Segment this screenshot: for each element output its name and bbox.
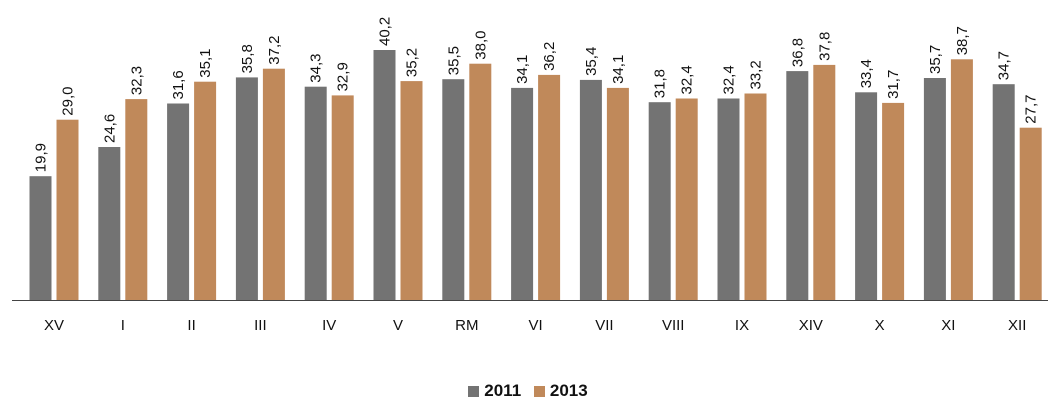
category-label-XI: XI (941, 317, 955, 334)
bar-2011-XIV (786, 71, 809, 300)
bar-2011-RM (442, 79, 465, 300)
value-label-2013-II: 35,1 (197, 48, 214, 77)
category-label-VII: VII (595, 317, 613, 334)
bar-2013-IV (331, 95, 354, 301)
bar-2013-XIV (813, 64, 836, 301)
value-label-2013-XI: 38,7 (954, 26, 971, 55)
value-label-2013-I: 32,3 (128, 66, 145, 95)
bar-2011-IX (717, 98, 740, 300)
bar-2013-VI (538, 74, 561, 301)
bar-2013-X (882, 102, 905, 301)
bar-2013-VII (606, 87, 629, 301)
category-label-V: V (393, 317, 403, 334)
category-label-II: II (187, 317, 195, 334)
value-label-2013-IX: 33,2 (748, 60, 765, 89)
value-label-2013-X: 31,7 (885, 70, 902, 99)
category-label-XIV: XIV (799, 317, 823, 334)
category-label-VIII: VIII (662, 317, 685, 334)
bar-2013-II (194, 81, 217, 300)
value-label-2011-V: 40,2 (377, 17, 394, 46)
legend-swatch-2013 (533, 385, 545, 397)
category-label-III: III (254, 317, 267, 334)
category-label-XV: XV (44, 317, 64, 334)
legend-swatch-2011 (468, 385, 480, 397)
legend-label-2013: 2013 (549, 381, 588, 400)
bar-2013-VIII (675, 98, 698, 300)
value-label-2011-I: 24,6 (101, 114, 118, 143)
value-label-2013-III: 37,2 (266, 35, 283, 64)
value-label-2011-RM: 35,5 (445, 46, 462, 75)
value-label-2011-IX: 32,4 (721, 65, 738, 94)
value-label-2013-RM: 38,0 (472, 30, 489, 59)
bar-2013-I (125, 99, 148, 300)
category-label-XII: XII (1008, 317, 1026, 334)
legend-item-2011: 2011 (468, 381, 521, 401)
value-label-2011-X: 33,4 (858, 59, 875, 88)
value-label-2013-XV: 29,0 (60, 86, 77, 115)
bar-2013-III (262, 68, 285, 300)
category-labels-group: XV I II III IV V RM VI VII VIII IX XIV X XI XII (44, 317, 1026, 334)
category-label-VI: VI (529, 317, 543, 334)
bar-2013-IX (744, 93, 767, 300)
category-label-I: I (121, 317, 125, 334)
value-label-2011-II: 31,6 (170, 70, 187, 99)
value-label-2011-VI: 34,1 (514, 55, 531, 84)
legend-item-2013: 2013 (533, 381, 588, 401)
value-label-2013-V: 35,2 (404, 48, 421, 77)
bar-2011-XII (992, 84, 1015, 300)
value-label-2011-VII: 35,4 (583, 47, 600, 76)
category-label-X: X (875, 317, 885, 334)
bar-2011-VIII (648, 102, 671, 300)
value-labels-group: 19,9 29,0 24,6 32,3 31,6 35,1 35,8 37,2 34,3 32,9… (33, 17, 1040, 172)
bar-2011-I (98, 147, 121, 300)
value-label-2013-XIV: 37,8 (816, 32, 833, 61)
value-label-2011-XV: 19,9 (33, 143, 50, 172)
bar-2011-VII (579, 79, 602, 301)
value-label-2011-XII: 34,7 (996, 51, 1013, 80)
legend: 2011 2013 (0, 381, 1056, 402)
bar-2011-III (235, 77, 258, 301)
value-label-2013-IV: 32,9 (335, 62, 352, 91)
bar-2011-II (167, 103, 190, 300)
value-label-2013-VIII: 32,4 (679, 65, 696, 94)
value-label-2011-VIII: 31,8 (652, 69, 669, 98)
bar-2011-V (373, 50, 396, 300)
bar-2013-XI (950, 59, 973, 300)
value-label-2011-IV: 34,3 (308, 53, 325, 82)
bar-2011-X (855, 92, 878, 300)
category-label-RM: RM (455, 317, 478, 334)
bar-2011-VI (511, 87, 534, 301)
bar-2013-XV (56, 119, 79, 300)
value-label-2013-VI: 36,2 (541, 42, 558, 71)
value-label-2013-XII: 27,7 (1023, 94, 1040, 123)
category-label-IV: IV (322, 317, 336, 334)
value-label-2013-VII: 34,1 (610, 55, 627, 84)
bar-chart: 19,9 29,0 24,6 32,3 31,6 35,1 35,8 37,2 34,3 32,9… (12, 17, 1048, 334)
bar-2013-V (400, 81, 423, 300)
bar-2013-XII (1019, 127, 1042, 300)
value-label-2011-XIV: 36,8 (789, 38, 806, 67)
bar-2011-XV (29, 176, 52, 300)
bars-group (29, 50, 1042, 301)
bar-2011-IV (304, 86, 327, 300)
value-label-2011-XI: 35,7 (927, 45, 944, 74)
value-label-2011-III: 35,8 (239, 44, 256, 73)
bar-2013-RM (469, 63, 492, 301)
bar-2011-XI (923, 78, 946, 300)
legend-label-2011: 2011 (484, 381, 522, 400)
category-label-IX: IX (735, 317, 749, 334)
